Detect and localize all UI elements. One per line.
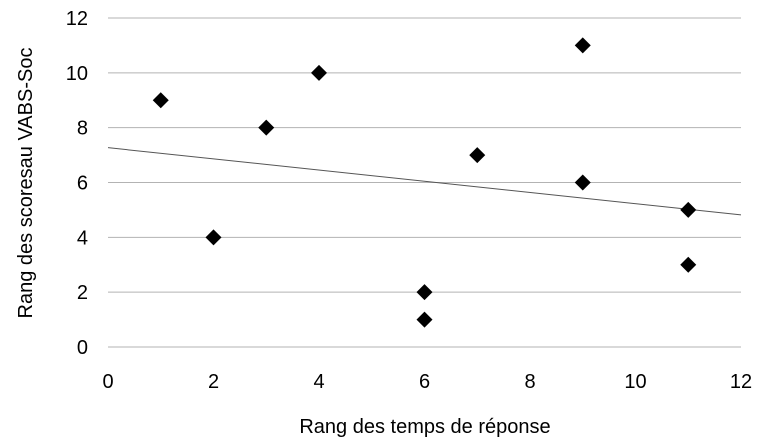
data-point-3 — [258, 119, 275, 136]
y-tick-labels: 0 2 4 6 8 10 12 — [66, 8, 88, 359]
x-tick-label: 6 — [419, 371, 430, 393]
data-point-1 — [152, 92, 169, 109]
data-point-7 — [469, 147, 486, 164]
data-points — [152, 37, 697, 328]
y-tick-label: 12 — [66, 8, 88, 30]
x-tick-label: 10 — [624, 371, 646, 393]
x-tick-label: 2 — [208, 371, 219, 393]
data-point-4 — [311, 64, 327, 81]
gridlines — [108, 17, 741, 293]
y-axis-title: Rang des scoresau VABS-Soc — [15, 48, 37, 319]
y-tick-label: 8 — [77, 118, 88, 140]
x-tick-label: 8 — [524, 371, 535, 393]
x-tick-label: 12 — [730, 371, 752, 393]
data-point-8 — [574, 37, 591, 54]
data-point-11 — [680, 256, 697, 273]
y-tick-label: 10 — [66, 63, 88, 85]
x-tick-labels: 0 2 4 6 8 10 12 — [102, 371, 752, 393]
data-point-10 — [680, 201, 697, 218]
y-tick-label: 0 — [77, 337, 88, 359]
data-point-9 — [574, 174, 591, 191]
y-tick-label: 2 — [77, 282, 88, 304]
y-tick-label: 4 — [77, 227, 88, 249]
data-point-5 — [416, 284, 433, 301]
data-point-2 — [205, 229, 222, 246]
x-axis-title: Rang des temps de réponse — [299, 416, 550, 438]
x-tick-label: 4 — [313, 371, 324, 393]
x-tick-label: 0 — [102, 371, 113, 393]
y-tick-label: 6 — [77, 173, 88, 195]
data-point-6 — [416, 311, 433, 328]
trendline — [107, 147, 742, 216]
